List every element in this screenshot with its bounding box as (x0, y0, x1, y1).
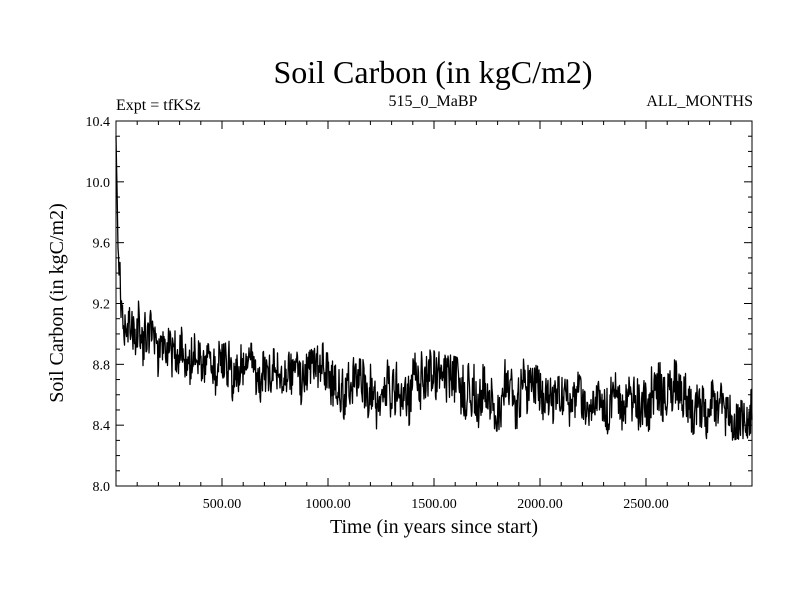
y-tick-label: 8.0 (93, 480, 111, 495)
chart-title: Soil Carbon (in kgC/m2) (273, 54, 592, 90)
x-axis-label: Time (in years since start) (330, 516, 538, 538)
y-axis-label: Soil Carbon (in kgC/m2) (46, 203, 68, 402)
soil-carbon-series-line (115, 136, 753, 441)
y-tick-label: 9.2 (93, 298, 111, 313)
y-tick-label: 8.4 (93, 419, 111, 434)
axes-layer: 8.0 8.4 8.8 9.2 9.6 10.0 10.4 500.00 1000.00 1500… (86, 115, 752, 512)
period-label: 515_0_MaBP (389, 93, 478, 110)
experiment-label: Expt = tfKSz (116, 97, 201, 114)
x-tick-label: 500.00 (203, 497, 242, 512)
x-tick-label: 2500.00 (623, 497, 669, 512)
y-tick-label: 9.6 (93, 237, 111, 252)
x-tick-label: 1500.00 (411, 497, 457, 512)
y-tick-label: 8.8 (93, 358, 111, 373)
y-tick-label: 10.4 (86, 115, 111, 130)
plot-frame (115, 120, 753, 487)
months-label: ALL_MONTHS (646, 93, 753, 110)
x-tick-label: 2000.00 (517, 497, 563, 512)
series-layer (115, 136, 753, 441)
y-tick-label: 10.0 (86, 176, 111, 191)
x-tick-label: 1000.00 (305, 497, 351, 512)
